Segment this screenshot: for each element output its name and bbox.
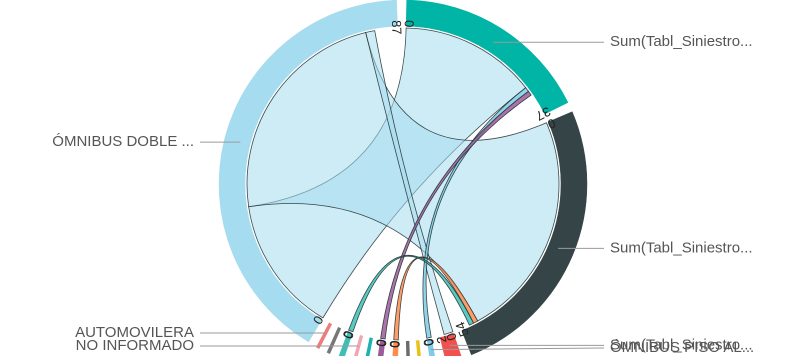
chord-tick-label-6-tick_start: 0 [388,340,403,348]
chord-tick-label-0-tick_end: 37 [533,104,553,124]
chord-group-arc-5 [405,340,410,356]
chord-arcs [218,0,588,356]
chord-group-label-1: Sum(Tabl_Siniestro... [610,239,753,256]
chord-ribbon-4 [393,256,479,341]
chord-leader-line-3 [431,347,605,351]
chord-group-arc-12 [316,322,333,349]
chord-tick-label-3-tick_start: 0 [421,337,437,347]
chord-tick-label-10-tick_end: 0 [340,329,357,341]
chord-tick-label-3-tick_end: 0 [420,338,436,348]
chord-tick-label-7-tick_start: 0 [374,338,390,347]
chord-tick-label-1-tick_end: 54 [452,320,471,339]
chord-group-arc-8 [365,337,373,356]
chord-tick-label-7-tick_end: 0 [373,338,389,347]
chord-group-arc-4 [415,340,421,356]
chord-group-arc-2 [439,333,462,356]
chord-group-arc-6 [392,341,399,356]
chord-ribbon-5 [380,90,532,340]
chord-group-arc-13 [218,0,398,343]
chord-group-label-9: NO INFORMADO [76,337,194,354]
chord-group-arc-10 [338,331,353,356]
chord-group-label-0: Sum(Tabl_Siniestro... [610,33,753,50]
chord-group-arc-3 [426,339,435,356]
chord-group-label-13: ÓMNIBUS DOBLE ... [52,133,194,150]
chord-ribbon-6 [348,254,475,333]
chord-ribbon-2 [365,30,454,335]
chord-tick-label-2-tick_start: 0 [443,331,460,343]
chord-group-labels: Sum(Tabl_Siniestro... Sum(Tabl_Siniestro.… [52,33,754,356]
chord-tick-label-13-tick_end: 87 [389,20,405,35]
chord-tick-label-2-tick_end: 2 [433,334,449,345]
chord-group-arc-1 [461,111,588,356]
chord-group-arc-0 [405,0,569,115]
chord-ribbons [246,27,560,341]
chord-tick-label-6-tick_end: 0 [387,340,402,348]
chord-group-arc-7 [377,340,386,356]
chord-group-arc-11 [326,326,342,354]
chord-group-label-2: Sum(Tabl_Siniestro... [610,336,753,353]
chord-group-label-3: ÓMNIBUS PISO AL... [610,339,754,356]
chord-group-label-12: AUTOMOVILERA [75,324,194,341]
chord-tick-label-0-tick_start: 0 [402,20,417,28]
chord-tick-label-10-tick_start: 0 [340,329,357,341]
